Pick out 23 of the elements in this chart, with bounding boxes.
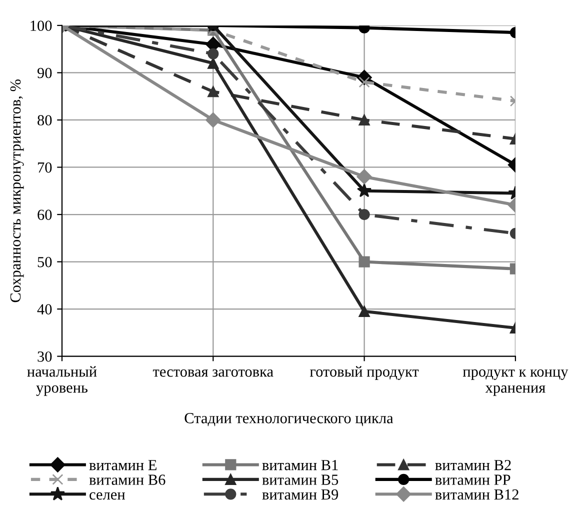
y-tick-label: 60 — [38, 210, 52, 220]
legend-label: витамин B12 — [435, 489, 518, 500]
legend-label: витамин B9 — [262, 489, 338, 500]
legend-label: витамин E — [89, 460, 156, 470]
y-tick-label: 100 — [30, 20, 52, 31]
legend-label: витамин B1 — [262, 460, 338, 470]
x-tick-label: начальный уровень — [27, 366, 97, 396]
legend-label: селен — [90, 492, 125, 500]
x-tick-label: продукт к концу хранения — [462, 369, 568, 396]
y-tick-label: 90 — [37, 68, 52, 78]
y-tick-label: 80 — [38, 115, 52, 126]
y-tick-label: 30 — [38, 351, 52, 362]
x-axis-title: Стадии технологического цикла — [184, 413, 394, 426]
y-tick-label: 40 — [37, 304, 52, 314]
y-axis-title: Сохранность микронутриентов, % — [10, 79, 24, 302]
legend-label: витамин B2 — [435, 460, 511, 470]
x-tick-label: готовый продукт — [310, 366, 419, 380]
x-tick-label: тестовая заготовка — [152, 369, 274, 377]
legend-label: витамин B6 — [89, 474, 166, 485]
y-tick-label: 70 — [38, 162, 52, 173]
legend-label: витамин B5 — [262, 474, 338, 485]
legend-label: витамин PP — [435, 474, 510, 485]
y-tick-label: 50 — [38, 256, 52, 268]
